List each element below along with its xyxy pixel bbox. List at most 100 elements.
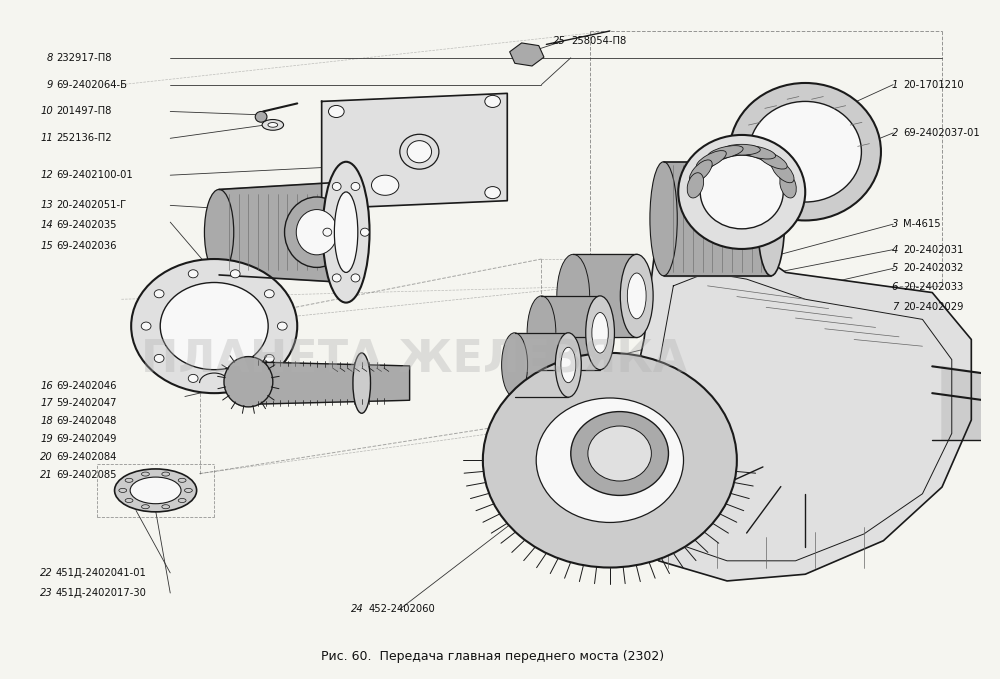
Ellipse shape xyxy=(527,296,556,369)
Text: 22: 22 xyxy=(40,568,53,578)
Ellipse shape xyxy=(588,426,651,481)
Ellipse shape xyxy=(185,488,192,492)
Ellipse shape xyxy=(557,255,590,337)
Ellipse shape xyxy=(740,145,776,159)
Ellipse shape xyxy=(696,151,726,169)
Text: 10: 10 xyxy=(40,107,53,117)
Text: 69-2402084: 69-2402084 xyxy=(56,452,116,462)
Ellipse shape xyxy=(296,210,337,255)
Ellipse shape xyxy=(332,183,341,191)
Ellipse shape xyxy=(329,193,344,204)
Polygon shape xyxy=(322,94,507,208)
Ellipse shape xyxy=(555,333,581,397)
Polygon shape xyxy=(219,182,346,282)
Ellipse shape xyxy=(115,469,197,512)
Text: 20-2402032: 20-2402032 xyxy=(903,263,963,274)
Ellipse shape xyxy=(264,290,274,298)
Text: 69-2402064-Б: 69-2402064-Б xyxy=(56,79,127,90)
Ellipse shape xyxy=(119,488,127,492)
Text: 20-1701210: 20-1701210 xyxy=(903,79,964,90)
Ellipse shape xyxy=(687,172,704,198)
Ellipse shape xyxy=(332,274,341,282)
Text: 19: 19 xyxy=(40,434,53,444)
Ellipse shape xyxy=(178,478,186,482)
Polygon shape xyxy=(942,367,981,440)
Ellipse shape xyxy=(230,270,240,278)
Ellipse shape xyxy=(162,504,170,509)
Text: 20-2402031: 20-2402031 xyxy=(903,244,963,255)
Ellipse shape xyxy=(154,290,164,298)
Text: 3: 3 xyxy=(892,219,898,229)
Ellipse shape xyxy=(131,259,297,393)
Text: 21: 21 xyxy=(40,470,53,480)
Text: 69-2402049: 69-2402049 xyxy=(56,434,116,444)
Ellipse shape xyxy=(592,312,608,353)
Text: 15: 15 xyxy=(40,240,53,251)
Ellipse shape xyxy=(188,270,198,278)
Ellipse shape xyxy=(362,168,409,202)
Text: 17: 17 xyxy=(40,398,53,408)
Text: 452-2402060: 452-2402060 xyxy=(369,604,435,614)
Text: 20: 20 xyxy=(40,452,53,462)
Ellipse shape xyxy=(162,472,170,476)
Text: 20-2402051-Г: 20-2402051-Г xyxy=(56,200,126,210)
Ellipse shape xyxy=(407,141,432,163)
Ellipse shape xyxy=(586,296,614,369)
Ellipse shape xyxy=(561,347,576,383)
Text: ПЛАНЕТА ЖЕЛЕЗЯКА: ПЛАНЕТА ЖЕЛЕЗЯКА xyxy=(141,338,688,381)
Ellipse shape xyxy=(264,354,274,363)
Ellipse shape xyxy=(650,162,677,276)
Ellipse shape xyxy=(142,472,149,476)
Text: 1: 1 xyxy=(892,79,898,90)
Ellipse shape xyxy=(749,101,861,202)
Ellipse shape xyxy=(125,498,133,502)
Text: М-4615: М-4615 xyxy=(903,219,941,229)
Text: 16: 16 xyxy=(40,382,53,392)
Text: 9: 9 xyxy=(47,79,53,90)
Text: 201497-П8: 201497-П8 xyxy=(56,107,111,117)
Text: 6: 6 xyxy=(892,282,898,292)
Text: 20-2402029: 20-2402029 xyxy=(903,302,963,312)
Text: 8: 8 xyxy=(47,53,53,63)
Text: 4: 4 xyxy=(892,244,898,255)
Ellipse shape xyxy=(204,189,234,275)
Ellipse shape xyxy=(154,354,164,363)
Text: 232917-П8: 232917-П8 xyxy=(56,53,111,63)
Polygon shape xyxy=(620,246,971,581)
Ellipse shape xyxy=(485,187,500,199)
Ellipse shape xyxy=(400,134,439,169)
Text: 5: 5 xyxy=(892,263,898,274)
Ellipse shape xyxy=(723,145,760,155)
Text: 59-2402047: 59-2402047 xyxy=(56,398,116,408)
Ellipse shape xyxy=(262,120,284,130)
Text: 69-2402046: 69-2402046 xyxy=(56,382,116,392)
Ellipse shape xyxy=(627,273,646,318)
Ellipse shape xyxy=(277,322,287,330)
Text: 7: 7 xyxy=(892,302,898,312)
Ellipse shape xyxy=(708,145,743,159)
Ellipse shape xyxy=(700,155,783,229)
Ellipse shape xyxy=(130,477,181,504)
Ellipse shape xyxy=(353,353,371,414)
Text: 451Д-2402017-30: 451Д-2402017-30 xyxy=(56,588,147,598)
Text: 69-2402035: 69-2402035 xyxy=(56,221,116,230)
Polygon shape xyxy=(239,362,410,405)
Ellipse shape xyxy=(188,374,198,382)
Ellipse shape xyxy=(536,398,684,522)
Ellipse shape xyxy=(230,374,240,382)
Text: 69-2402100-01: 69-2402100-01 xyxy=(56,170,133,180)
Ellipse shape xyxy=(160,282,268,369)
Text: 12: 12 xyxy=(40,170,53,180)
Text: 14: 14 xyxy=(40,221,53,230)
Text: 252136-П2: 252136-П2 xyxy=(56,133,112,143)
Text: 258054-П8: 258054-П8 xyxy=(571,36,626,46)
Ellipse shape xyxy=(502,333,528,397)
Ellipse shape xyxy=(224,356,273,407)
Ellipse shape xyxy=(620,255,653,337)
Text: Рис. 60.  Передача главная переднего моста (2302): Рис. 60. Передача главная переднего мост… xyxy=(321,650,664,663)
Ellipse shape xyxy=(351,183,360,191)
Polygon shape xyxy=(541,296,600,369)
Text: 69-2402085: 69-2402085 xyxy=(56,470,116,480)
Polygon shape xyxy=(515,333,568,397)
Ellipse shape xyxy=(125,478,133,482)
